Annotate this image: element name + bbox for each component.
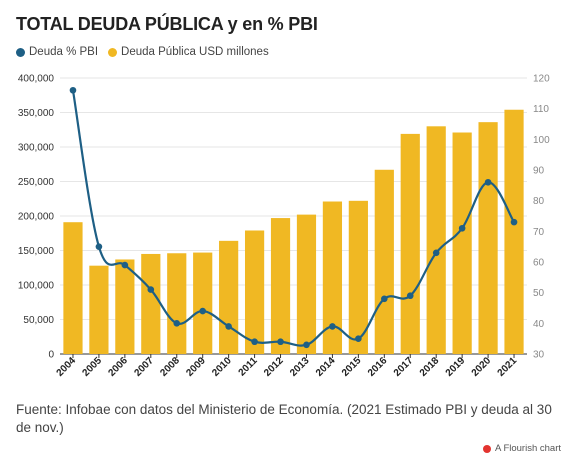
bar: [348, 200, 368, 354]
legend-item-line[interactable]: Deuda % PBI: [16, 46, 98, 58]
line-point: [277, 338, 284, 346]
x-tick-label: 2005: [81, 355, 105, 379]
y-tick-right: 30: [533, 350, 545, 361]
bar: [504, 109, 524, 355]
x-tick-label: 2009: [184, 355, 208, 379]
x-tick-label: 2016: [366, 355, 390, 379]
line-point: [251, 338, 258, 346]
bar: [478, 122, 498, 354]
line-point: [510, 218, 518, 226]
line-point: [173, 320, 181, 327]
y-tick-right: 50: [533, 288, 545, 299]
series-line: [71, 90, 515, 347]
y-tick-left: 150,000: [18, 246, 55, 257]
bar: [374, 169, 394, 354]
line-point: [381, 295, 388, 303]
chart-svg: 0 50,000 100,000 150,000 200,000 250,000 300,0…: [18, 74, 550, 379]
line-point: [484, 178, 492, 186]
y-tick-right: 80: [533, 196, 545, 207]
y-tick-left: 250,000: [18, 177, 55, 188]
legend-item-bar[interactable]: Deuda Pública USD millones: [108, 46, 269, 58]
y-tick-right: 90: [533, 166, 545, 177]
y-tick-left: 400,000: [18, 74, 55, 85]
line-point: [95, 243, 103, 250]
line-point: [406, 292, 414, 300]
line-point: [147, 286, 155, 293]
legend-label-bar: Deuda Pública USD millones: [121, 46, 269, 58]
line-point: [355, 335, 362, 342]
line-point: [199, 307, 206, 315]
flourish-credit-label: A Flourish chart: [495, 443, 561, 454]
flourish-credit[interactable]: A Flourish chart: [483, 443, 561, 454]
bar: [167, 253, 187, 354]
source-note: Fuente: Infobae con datos del Ministerio…: [16, 402, 552, 435]
y-tick-left: 200,000: [18, 212, 55, 223]
x-tick-label: 2020: [470, 355, 494, 379]
bar: [426, 126, 446, 354]
x-tick-label: 2008: [158, 355, 182, 379]
x-tick-label: 2017: [392, 355, 416, 379]
y-tick-right: 120: [533, 74, 550, 85]
bar: [244, 230, 265, 354]
bar: [115, 259, 135, 354]
bar: [193, 252, 213, 354]
x-tick-label: 2006: [106, 355, 130, 379]
line-point: [69, 86, 77, 94]
y-tick-left: 350,000: [18, 108, 55, 119]
x-tick-label: 2011: [237, 355, 260, 378]
y-tick-left: 50,000: [23, 315, 54, 326]
x-tick-label: 2010: [210, 355, 234, 379]
legend-swatch-bar: [108, 47, 118, 57]
bar: [452, 132, 472, 354]
legend-label-line: Deuda % PBI: [29, 46, 99, 58]
bar: [270, 218, 291, 354]
chart-title: TOTAL DEUDA PÚBLICA y en % PBI: [16, 14, 318, 34]
x-tick-label: 2007: [132, 355, 156, 379]
line-point: [121, 261, 129, 269]
line-point: [432, 249, 440, 257]
x-tick-label: 2004: [55, 355, 79, 379]
y-tick-left: 300,000: [18, 143, 55, 154]
y-tick-right: 110: [533, 104, 549, 115]
y-tick-right: 100: [533, 135, 550, 146]
y-tick-left: 0: [48, 350, 54, 361]
line-point: [329, 323, 336, 330]
bar: [89, 265, 109, 354]
y-tick-right: 60: [533, 258, 545, 269]
legend-swatch-line: [16, 47, 25, 57]
bar: [141, 253, 161, 354]
line-point: [225, 323, 232, 330]
y-tick-right: 70: [533, 227, 545, 238]
line-point: [458, 224, 466, 232]
y-tick-left: 100,000: [18, 281, 55, 292]
bar: [322, 201, 343, 354]
x-tick-label: 2021: [496, 355, 520, 379]
x-tick-label: 2015: [340, 355, 364, 379]
bar: [400, 133, 420, 354]
x-tick-label: 2019: [444, 355, 468, 379]
legend: Deuda % PBI Deuda Pública USD millones: [16, 46, 269, 58]
bar: [63, 222, 83, 354]
bar: [296, 214, 317, 354]
line-point: [303, 341, 310, 349]
flourish-logo-icon: [483, 444, 491, 453]
x-tick-label: 2013: [288, 355, 312, 379]
y-tick-right: 40: [533, 319, 545, 330]
x-tick-label: 2014: [314, 355, 338, 379]
x-tick-label: 2012: [262, 355, 286, 379]
bar: [219, 240, 239, 354]
x-tick-label: 2018: [418, 355, 442, 379]
